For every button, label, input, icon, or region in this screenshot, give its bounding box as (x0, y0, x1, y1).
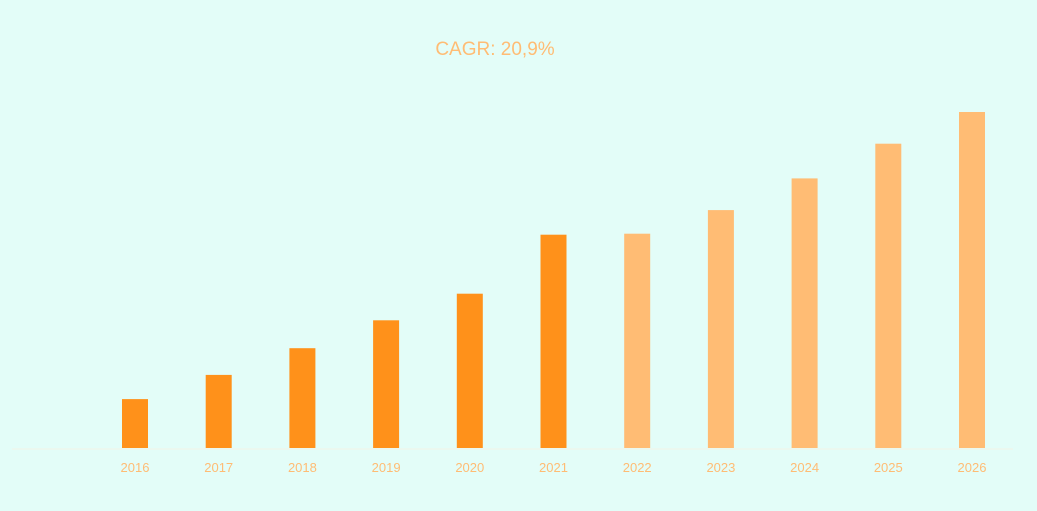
x-tick-label-2016: 2016 (121, 460, 150, 475)
bar-2019 (373, 320, 400, 448)
x-tick-label-2024: 2024 (790, 460, 819, 475)
bars-group (122, 112, 985, 448)
x-tick-label-2023: 2023 (706, 460, 735, 475)
bar-2017 (205, 374, 232, 448)
x-tick-label-2019: 2019 (372, 460, 401, 475)
bar-2025 (875, 143, 902, 448)
x-tick-labels: 2016 2017 2018 2019 2020 2021 2022 2023 2024 2025… (121, 460, 987, 475)
x-tick-label-2021: 2021 (539, 460, 568, 475)
bar-2021 (540, 234, 567, 448)
bar-2018 (289, 348, 316, 448)
bar-2016 (122, 399, 148, 448)
x-tick-label-2026: 2026 (958, 460, 987, 475)
bar-2020 (456, 293, 483, 448)
bar-2022 (624, 233, 651, 448)
x-tick-label-2017: 2017 (204, 460, 233, 475)
bar-2026 (959, 112, 985, 448)
bar-2024 (791, 178, 818, 448)
cagr-annotation: CAGR: 20,9% (435, 39, 554, 60)
bar-2023 (707, 210, 734, 448)
x-tick-label-2018: 2018 (288, 460, 317, 475)
x-tick-label-2022: 2022 (623, 460, 652, 475)
x-tick-label-2025: 2025 (874, 460, 903, 475)
x-tick-label-2020: 2020 (455, 460, 484, 475)
